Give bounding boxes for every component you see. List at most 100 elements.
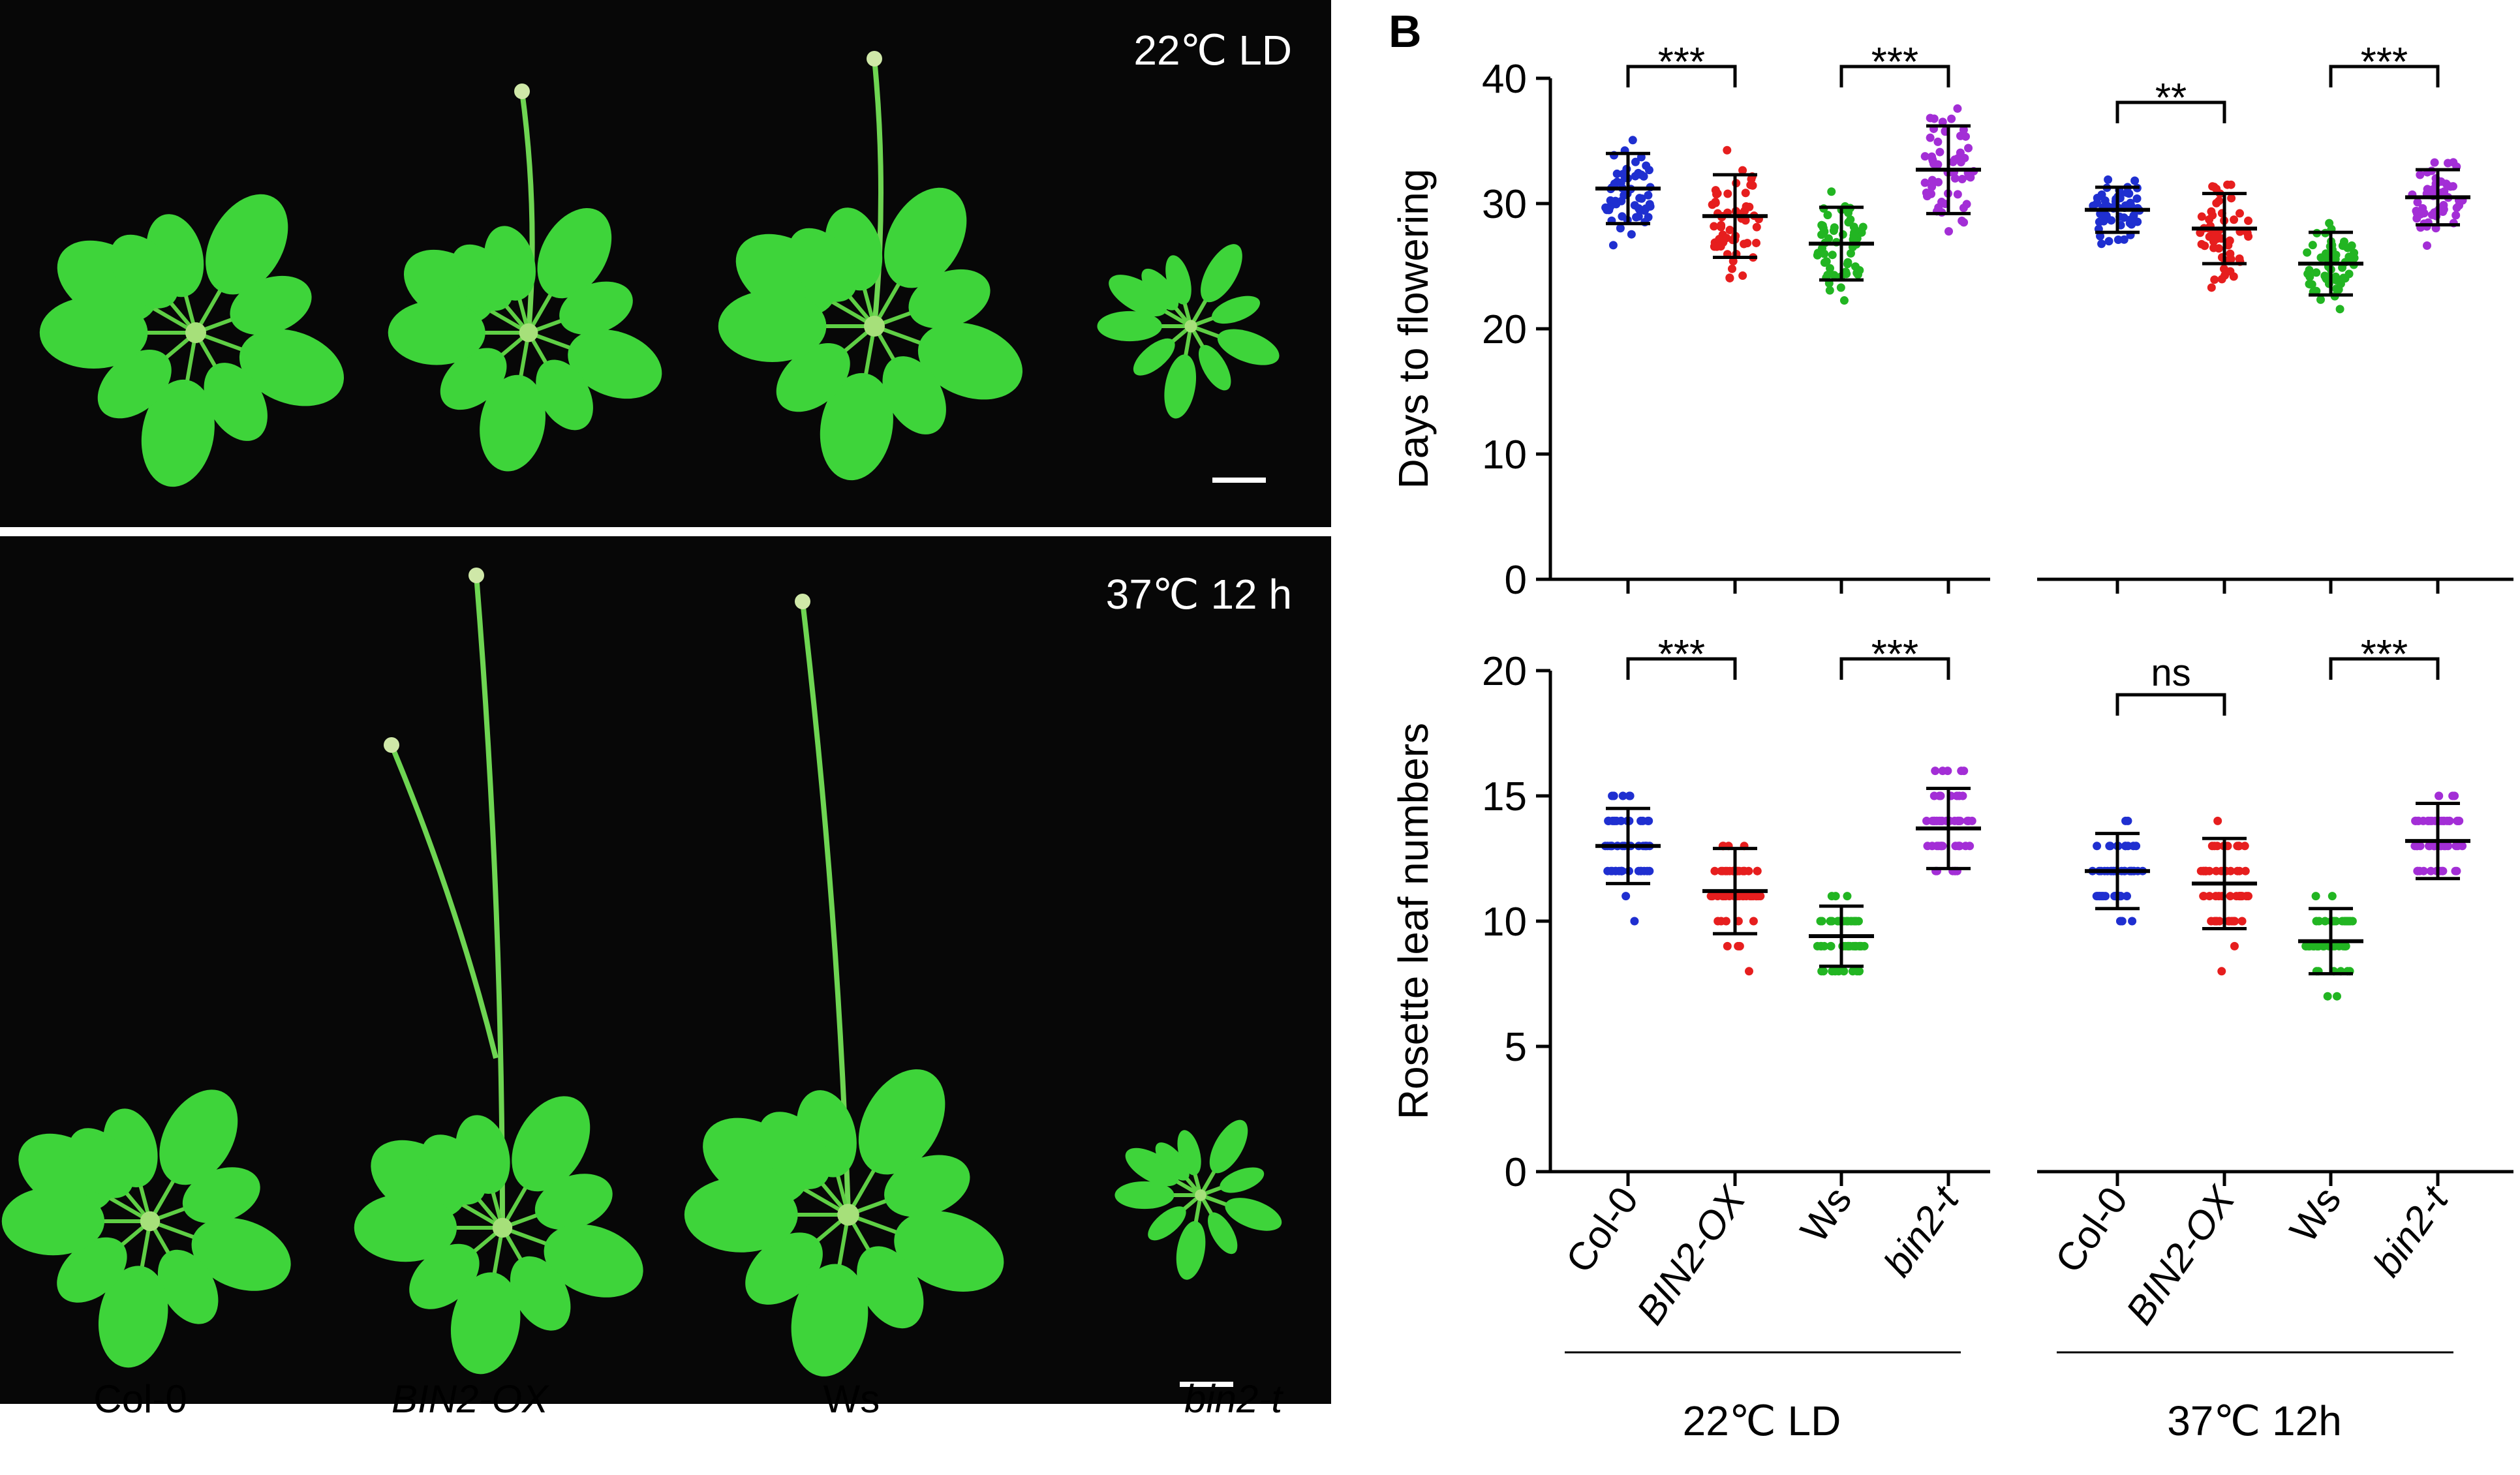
plot2-point-4-15 xyxy=(2132,842,2141,851)
plot2-point-3-52 xyxy=(1958,791,1967,800)
plot2-point-6-49 xyxy=(2320,917,2329,926)
genotype-label-ws: Ws xyxy=(823,1377,880,1421)
bot-bin2t-leaf-0 xyxy=(1125,1148,1179,1187)
category-label-2: Ws xyxy=(1792,1179,1860,1250)
bot-ws-leaf-4 xyxy=(894,1211,1004,1292)
plot1-point-1-33 xyxy=(1741,216,1750,225)
bot-bin2t-leaf-4 xyxy=(1225,1198,1282,1231)
genotype-label-col0: Col-0 xyxy=(93,1377,187,1421)
top-col0-leaf-7 xyxy=(97,350,172,419)
bot-bin2ox-leaf-4 xyxy=(544,1224,643,1298)
plot2-point-4-53 xyxy=(2121,816,2130,825)
plot1-point-1-12 xyxy=(1738,166,1747,175)
plot1-point-0-34 xyxy=(1634,212,1643,221)
top-ws-leaf-2 xyxy=(884,187,967,288)
plot1-point-5-22 xyxy=(2230,215,2239,224)
plot2-point-2-37 xyxy=(1813,941,1822,950)
plot1-point-5-42 xyxy=(2215,196,2224,205)
plot1-point-7-50 xyxy=(2423,185,2432,194)
plot2-point-2-40 xyxy=(1843,917,1852,926)
plot1-point-1-46 xyxy=(1729,256,1738,266)
plot1-point-3-52 xyxy=(1922,188,1931,197)
plot2-point-3-13 xyxy=(1952,791,1961,800)
plot1-point-5-54 xyxy=(2212,234,2221,243)
top-bin2t-leaf-6 xyxy=(1164,354,1197,419)
plot2-point-1-44 xyxy=(1753,892,1762,901)
plot1-ytick-label-20: 20 xyxy=(1482,307,1527,352)
plot1-point-6-25 xyxy=(2303,248,2312,257)
plot2-point-7-54 xyxy=(2453,816,2462,825)
bot-col0-leaf-8 xyxy=(1,1187,105,1256)
plot1-point-3-13 xyxy=(1934,177,1943,187)
plot1-point-6-38 xyxy=(2312,268,2321,277)
plot2-point-3-50 xyxy=(1954,816,1963,825)
top-bin2ox-bud xyxy=(514,84,530,99)
bot-ws-leaf-5 xyxy=(857,1246,924,1329)
plot1-point-1-29 xyxy=(1752,238,1761,247)
plot2-point-0-43 xyxy=(1606,866,1616,875)
bot-col0-leaf-4 xyxy=(191,1217,291,1291)
plot1-sig-label-1: *** xyxy=(1871,40,1918,85)
plot1-point-0-21 xyxy=(1635,194,1644,203)
plot1-point-6-50 xyxy=(2344,269,2354,279)
plot1-point-4-27 xyxy=(2126,198,2135,207)
top-bin2ox-leaf-7 xyxy=(440,348,507,410)
plot1-point-2-38 xyxy=(1820,258,1829,267)
plot1-point-4-42 xyxy=(2132,194,2142,203)
plot1-point-2-0 xyxy=(1826,264,1835,273)
bot-bin2t-leaf-7 xyxy=(1148,1206,1186,1241)
plot1-point-5-15 xyxy=(2197,239,2206,249)
plot2-point-2-54 xyxy=(1819,967,1828,976)
plot2-point-4-19 xyxy=(2123,892,2132,901)
plot1-point-0-25 xyxy=(1612,169,1621,178)
plot1-point-6-48 xyxy=(2325,219,2334,228)
plot1-point-7-9 xyxy=(2413,198,2422,207)
plot1-point-5-46 xyxy=(2223,180,2232,189)
top-bin2ox-leaf-9 xyxy=(451,244,514,311)
plot1-point-2-22 xyxy=(1820,249,1829,258)
plot1-point-1-2 xyxy=(1738,271,1747,281)
plot1-point-7-34 xyxy=(2416,209,2425,219)
plot2-point-4-48 xyxy=(2095,892,2104,901)
plot1-point-3-42 xyxy=(1926,133,1935,142)
plot1-point-3-47 xyxy=(1929,159,1938,168)
top-ws-leaf-8 xyxy=(718,290,827,362)
top-bin2t-leaf-4 xyxy=(1217,329,1280,365)
bot-bin2t-leaf-6 xyxy=(1176,1221,1206,1280)
plot1-point-0-31 xyxy=(1616,224,1625,233)
plot1-point-4-53 xyxy=(2125,215,2134,224)
plot1-point-2-34 xyxy=(1846,215,1855,224)
plot2-point-0-50 xyxy=(1604,816,1613,825)
plot2-sig-label-2: ns xyxy=(2151,652,2190,694)
plot2-point-5-31 xyxy=(2240,842,2249,851)
category-label-0: Col-0 xyxy=(1558,1179,1647,1281)
plot2-point-7-25 xyxy=(2419,866,2428,875)
bot-col0-leaf-2 xyxy=(159,1089,238,1185)
bot-ws-leaf-9 xyxy=(758,1112,831,1189)
plot1-point-2-42 xyxy=(1842,269,1851,279)
plot1-point-1-15 xyxy=(1725,226,1734,235)
plot2-point-5-48 xyxy=(2224,917,2233,926)
plot2-point-5-18 xyxy=(2211,892,2220,901)
plot1-point-7-53 xyxy=(2451,211,2461,220)
plot1-point-3-7 xyxy=(1958,175,1967,184)
plot1-point-1-31 xyxy=(1712,242,1721,251)
plot2-point-7-53 xyxy=(2440,816,2449,825)
plot2-point-7-50 xyxy=(2453,842,2463,851)
plot2-point-3-17 xyxy=(1928,842,1937,851)
bot-ws-leaf-3 xyxy=(884,1155,970,1217)
plot2-point-7-39 xyxy=(2411,816,2420,825)
plot2-point-4-52 xyxy=(2117,917,2127,926)
plot2-point-1-47 xyxy=(1710,866,1719,875)
plot2-point-6-26 xyxy=(2328,892,2337,901)
plot1-point-5-48 xyxy=(2214,244,2223,253)
plot2-point-5-50 xyxy=(2205,866,2214,875)
plot2-point-3-48 xyxy=(1954,842,1963,851)
top-col0-leaf-6 xyxy=(141,379,215,487)
plot1-point-6-15 xyxy=(2335,305,2344,314)
plot1-point-3-14 xyxy=(1935,147,1944,157)
top-ws-leaf-5 xyxy=(882,356,946,434)
top-ws-leaf-7 xyxy=(776,343,850,412)
plot1-point-5-50 xyxy=(2224,241,2233,250)
plot1-point-1-48 xyxy=(1743,239,1752,248)
